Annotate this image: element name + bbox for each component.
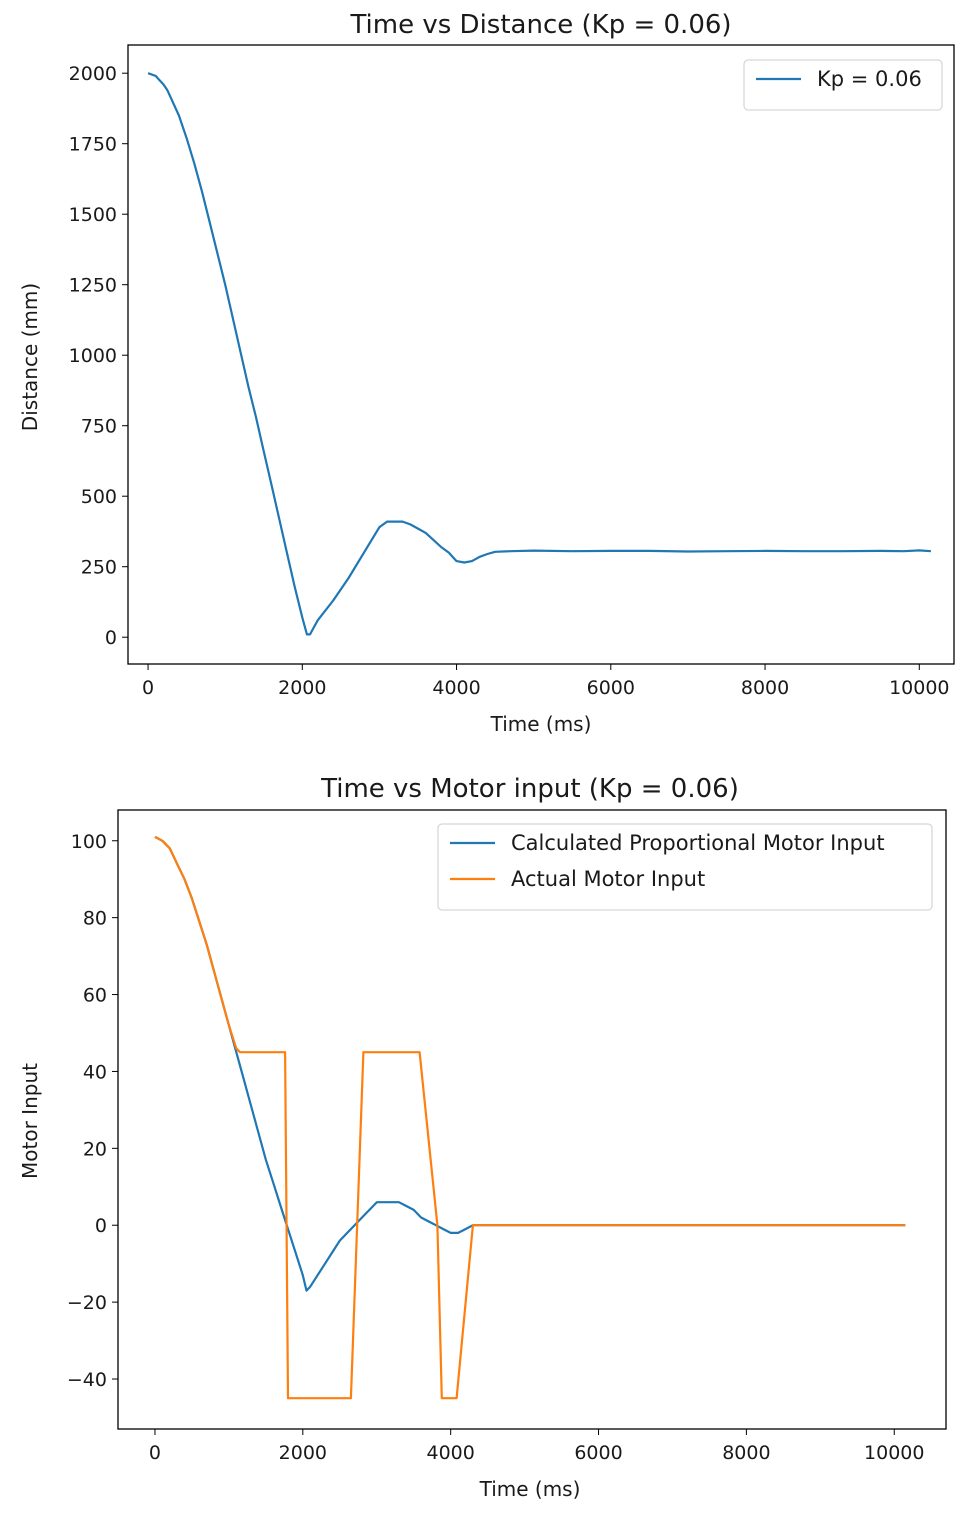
distance-y-axis-label: Distance (mm) — [18, 283, 42, 431]
motor-x-tick-label: 0 — [149, 1442, 161, 1464]
motor-x-tick-label: 6000 — [574, 1442, 622, 1464]
motor-legend: Calculated Proportional Motor Input Actua… — [437, 823, 933, 911]
distance-legend-label: Kp = 0.06 — [817, 67, 922, 91]
distance-y-tick-label: 0 — [105, 627, 117, 649]
motor-y-tick-label: 80 — [83, 908, 107, 930]
motor-x-axis-label: Time (ms) — [479, 1477, 581, 1501]
motor-y-tick-label: 0 — [95, 1215, 107, 1237]
motor-x-tick-label: 2000 — [279, 1442, 327, 1464]
motor-x-tick-label: 10000 — [864, 1442, 924, 1464]
motor-x-tick-label: 4000 — [426, 1442, 474, 1464]
motor-series-line-2 — [154, 835, 906, 1400]
motor-y-tick-label: 40 — [83, 1061, 107, 1083]
motor-plot-frame — [117, 809, 947, 1430]
distance-y-tick-label: 1750 — [69, 134, 117, 156]
motor-y-axis-label: Motor Input — [18, 1063, 42, 1179]
distance-y-tick-label: 2000 — [69, 63, 117, 85]
motor-y-tick-label: −20 — [67, 1292, 107, 1314]
distance-x-tick-label: 4000 — [432, 677, 480, 699]
distance-chart-title: Time vs Distance (Kp = 0.06) — [349, 10, 731, 40]
distance-x-tick-label: 8000 — [741, 677, 789, 699]
motor-input-chart: Time vs Motor input (Kp = 0.06) 0 2000 400… — [18, 774, 947, 1501]
distance-x-tick-label: 2000 — [278, 677, 326, 699]
distance-legend: Kp = 0.06 — [743, 59, 943, 111]
distance-plot-frame — [127, 44, 955, 665]
distance-x-tick-label: 0 — [142, 677, 154, 699]
distance-y-tick-label: 250 — [81, 557, 117, 579]
distance-ticks: 0 2000 4000 6000 8000 10000 0 250 500 750 1000 1250… — [69, 63, 950, 699]
distance-legend-box — [743, 59, 943, 111]
motor-x-tick-label: 8000 — [722, 1442, 770, 1464]
distance-y-tick-label: 1250 — [69, 275, 117, 297]
motor-legend-box — [437, 823, 933, 911]
distance-chart: Time vs Distance (Kp = 0.06) 0 2000 4000 60… — [18, 10, 955, 736]
distance-x-tick-label: 10000 — [889, 677, 949, 699]
distance-y-tick-label: 1000 — [69, 345, 117, 367]
motor-legend-label: Calculated Proportional Motor Input — [511, 831, 885, 855]
distance-x-tick-label: 6000 — [587, 677, 635, 699]
motor-y-tick-label: 20 — [83, 1138, 107, 1160]
distance-y-tick-label: 750 — [81, 416, 117, 438]
motor-ticks: 0 2000 4000 6000 8000 10000 −40 −20 0 20 40 60 80 100 — [67, 831, 925, 1464]
distance-y-tick-label: 1500 — [69, 204, 117, 226]
distance-series-line-1 — [147, 72, 931, 636]
motor-y-tick-label: 100 — [71, 831, 107, 853]
motor-y-tick-label: 60 — [83, 985, 107, 1007]
motor-y-tick-label: −40 — [67, 1369, 107, 1391]
motor-chart-title: Time vs Motor input (Kp = 0.06) — [320, 774, 739, 804]
motor-series-layer — [154, 835, 906, 1400]
distance-x-axis-label: Time (ms) — [490, 712, 592, 736]
distance-series-layer — [147, 72, 931, 636]
motor-legend-label: Actual Motor Input — [511, 867, 705, 891]
distance-y-tick-label: 500 — [81, 486, 117, 508]
